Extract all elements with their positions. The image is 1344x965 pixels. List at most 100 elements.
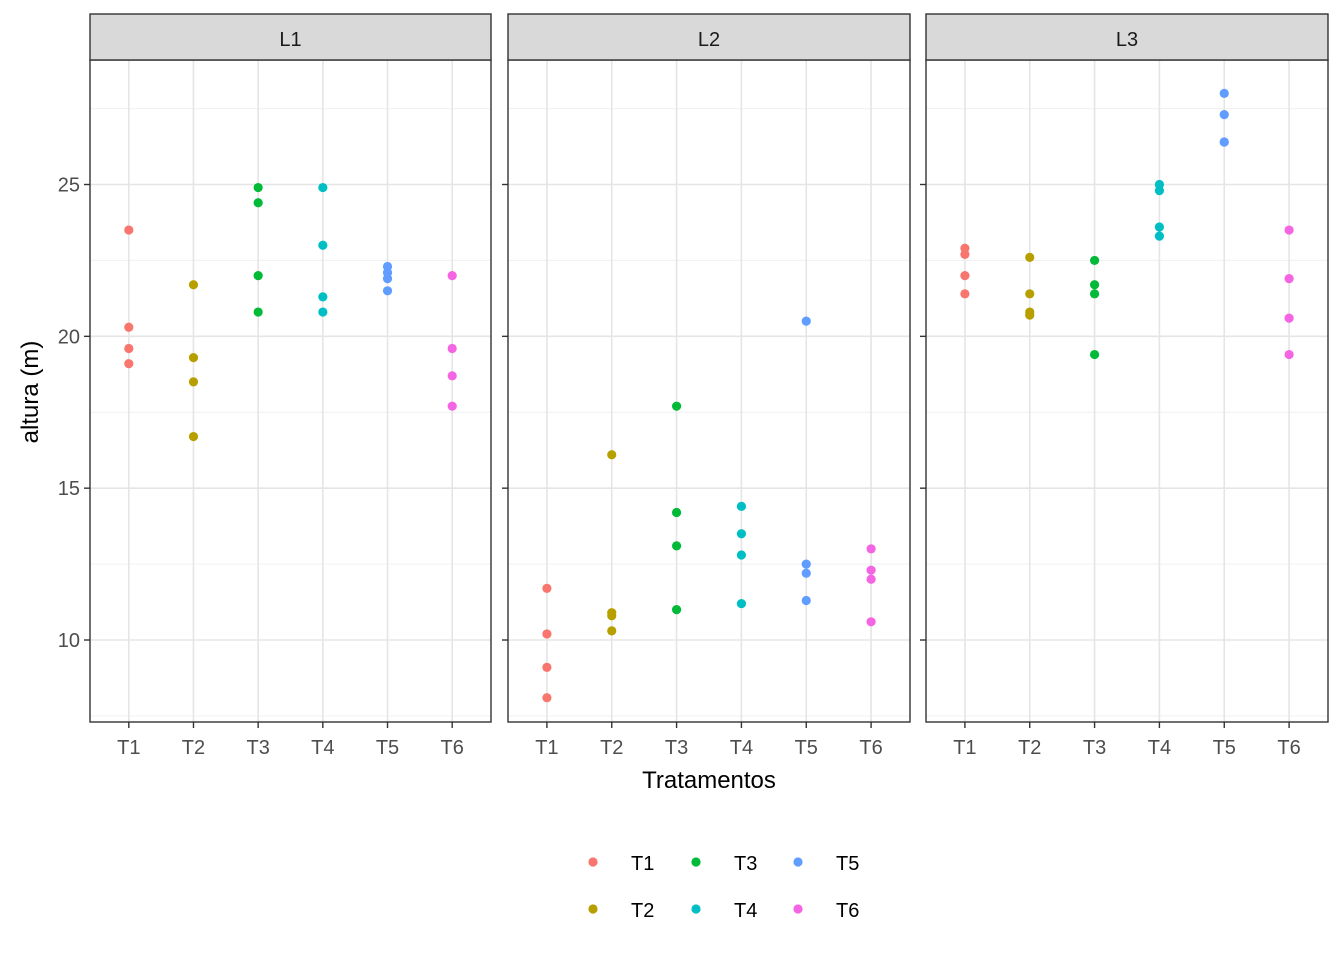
facet-strip-label: L2: [698, 29, 720, 51]
data-point-l2-t6: [866, 617, 876, 627]
data-point-l3-t1: [960, 271, 970, 281]
data-point-l1-t6: [447, 371, 457, 381]
x-tick-label: T4: [311, 737, 334, 759]
legend-item-t4: T4: [691, 900, 757, 922]
panel-background: [90, 60, 491, 722]
data-point-l3-t6: [1284, 225, 1294, 235]
data-point-l3-t1: [960, 289, 970, 299]
data-point-l2-t3: [671, 541, 682, 551]
x-tick-label: T1: [953, 737, 976, 759]
data-point-l2-t6: [866, 565, 876, 575]
data-point-l3-t3: [1089, 349, 1100, 360]
legend-key: [793, 904, 803, 914]
data-point-l2-t3: [671, 401, 682, 411]
data-point-l3-t5: [1219, 110, 1229, 120]
data-point-l1-t4: [318, 307, 328, 317]
data-point-l2-t4: [736, 598, 747, 609]
x-tick-label: T3: [1083, 737, 1106, 759]
panel-background: [508, 60, 910, 722]
data-point-l1-t6: [447, 271, 457, 281]
data-point-l1-t1: [124, 359, 134, 369]
legend-item-t2: T2: [588, 900, 654, 922]
legend-item-t6: T6: [793, 900, 859, 922]
facet-panel-l1: L1 T1 T2 T3 T4 T5 T6 10 15 20 25: [58, 13, 492, 759]
data-point-l2-t5: [801, 568, 811, 578]
y-tick-label: 25: [58, 175, 80, 197]
data-point-l1-t2: [188, 431, 199, 442]
facet-strip: [507, 13, 911, 61]
data-point-l1-t2: [188, 377, 199, 387]
y-tick-label: 10: [58, 630, 80, 652]
data-point-l2-t6: [866, 544, 876, 554]
data-point-l2-t3: [671, 605, 682, 615]
data-point-l2-t5: [801, 559, 811, 569]
x-tick-label: T2: [600, 737, 623, 759]
x-tick-label: T4: [1148, 737, 1171, 759]
data-point-l3-t4: [1154, 222, 1165, 232]
panels-layer: L1 T1 T2 T3 T4 T5 T6 10 15 20 25 L2 T1 T2 T3 T4 T5 T6 L3 T1…: [58, 13, 1329, 759]
legend-key: [691, 904, 701, 914]
data-point-l2-t2: [607, 611, 617, 621]
data-point-l3-t6: [1284, 349, 1294, 360]
data-point-l2-t4: [736, 501, 747, 511]
data-point-l3-t4: [1154, 231, 1165, 241]
data-point-l1-t1: [124, 225, 134, 235]
x-tick-label: T6: [859, 737, 882, 759]
data-point-l1-t3: [253, 271, 263, 281]
data-point-l1-t2: [188, 352, 199, 363]
legend-key: [588, 857, 598, 867]
data-point-l1-t3: [253, 182, 263, 193]
x-tick-label: T5: [1213, 737, 1236, 759]
legend-label: T1: [631, 853, 654, 875]
legend-key: [588, 904, 598, 914]
x-tick-label: T1: [535, 737, 558, 759]
data-point-l1-t1: [124, 343, 134, 354]
legend-label: T4: [734, 900, 757, 922]
data-point-l1-t1: [124, 322, 134, 332]
x-tick-label: T6: [1277, 737, 1300, 759]
x-axis-title: Tratamentos: [642, 767, 776, 794]
x-tick-label: T3: [665, 737, 688, 759]
facet-strip-label: L1: [279, 29, 301, 51]
data-point-l2-t1: [542, 662, 552, 672]
x-tick-label: T4: [730, 737, 753, 759]
legend-label: T3: [734, 853, 757, 875]
facet-strip: [925, 13, 1329, 61]
data-point-l1-t4: [318, 292, 328, 302]
data-point-l2-t5: [801, 595, 811, 606]
data-point-l1-t5: [382, 274, 393, 284]
legend-label: T5: [836, 853, 859, 875]
data-point-l3-t5: [1219, 137, 1229, 147]
x-tick-label: T1: [117, 737, 140, 759]
data-point-l2-t4: [736, 550, 747, 560]
y-tick-label: 20: [58, 326, 80, 348]
legend-key: [793, 857, 803, 867]
x-tick-label: T3: [246, 737, 269, 759]
data-point-l2-t1: [542, 693, 552, 703]
data-point-l3-t1: [960, 249, 970, 259]
data-point-l1-t6: [447, 343, 457, 354]
data-point-l1-t6: [447, 401, 457, 411]
data-point-l3-t3: [1089, 280, 1100, 290]
data-point-l2-t3: [671, 507, 682, 518]
y-axis-title: altura (m): [17, 341, 44, 444]
data-point-l2-t1: [542, 583, 552, 593]
x-tick-label: T2: [1018, 737, 1041, 759]
data-point-l2-t2: [607, 626, 617, 636]
data-point-l1-t4: [318, 240, 328, 250]
legend-item-t1: T1: [588, 853, 654, 875]
panel-background: [926, 60, 1328, 722]
x-tick-label: T5: [795, 737, 818, 759]
data-point-l3-t6: [1284, 274, 1294, 284]
data-point-l2-t5: [801, 316, 811, 326]
data-point-l3-t2: [1025, 310, 1035, 320]
data-point-l3-t2: [1025, 252, 1035, 262]
legend-label: T6: [836, 900, 859, 922]
facet-panel-l2: L2 T1 T2 T3 T4 T5 T6: [502, 13, 911, 759]
data-point-l3-t5: [1219, 88, 1229, 99]
facet-panel-l3: L3 T1 T2 T3 T4 T5 T6: [920, 13, 1329, 759]
legend-key: [691, 857, 701, 867]
data-point-l1-t3: [253, 307, 263, 317]
data-point-l3-t3: [1089, 255, 1100, 266]
